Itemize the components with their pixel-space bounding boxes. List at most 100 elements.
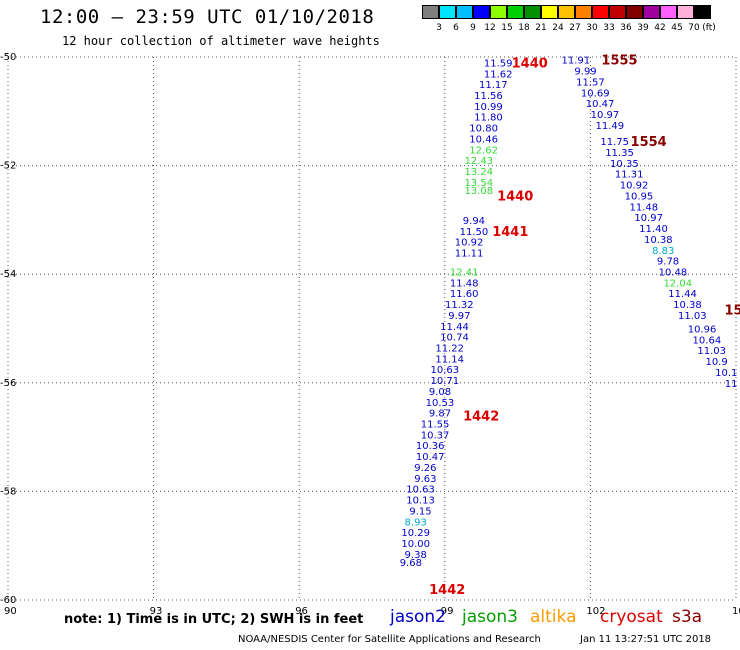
colorbar-cell bbox=[507, 5, 524, 19]
wave-height-label: 9.99 bbox=[574, 67, 596, 78]
wave-height-label: 11.03 bbox=[697, 346, 726, 357]
wave-height-label: 10.36 bbox=[416, 441, 445, 452]
wave-height-label: 10.38 bbox=[673, 300, 702, 311]
wave-height-label: 11.35 bbox=[605, 148, 634, 159]
colorbar-label: 27 bbox=[569, 23, 581, 33]
colorbar-cell bbox=[575, 5, 592, 19]
wave-height-label: 10.95 bbox=[625, 191, 654, 202]
colorbar-label: 9 bbox=[470, 23, 476, 33]
wave-height-label: 10.00 bbox=[401, 539, 430, 550]
page-subtitle: 12 hour collection of altimeter wave hei… bbox=[62, 34, 380, 48]
wave-height-label: 12.04 bbox=[663, 278, 692, 289]
wave-height-label: 9.15 bbox=[409, 506, 431, 517]
wave-height-label: 9.97 bbox=[448, 311, 470, 322]
wave-height-label: 12.62 bbox=[469, 145, 498, 156]
colorbar-cell bbox=[422, 5, 439, 19]
pass-time-label: 1440 bbox=[512, 56, 548, 71]
wave-height-label: 8.93 bbox=[405, 517, 427, 528]
legend-jason3: jason3 bbox=[462, 607, 518, 627]
colorbar-label: 42 bbox=[654, 23, 666, 33]
wave-height-label: 10.74 bbox=[440, 333, 469, 344]
wave-height-label: 13.24 bbox=[464, 167, 493, 178]
wave-height-label: 11.48 bbox=[450, 278, 479, 289]
colorbar-label: 30 bbox=[586, 23, 598, 33]
wave-height-label: 10.47 bbox=[586, 99, 615, 110]
wave-height-label: 10.1 bbox=[715, 368, 737, 379]
colorbar-cell bbox=[541, 5, 558, 19]
wave-height-label: 9.78 bbox=[657, 257, 679, 268]
colorbar-cell bbox=[626, 5, 643, 19]
colorbar-cell bbox=[643, 5, 660, 19]
wave-height-label: 9.08 bbox=[429, 387, 451, 398]
wave-height-label: 11.17 bbox=[479, 80, 508, 91]
wave-height-label: 10.53 bbox=[426, 398, 455, 409]
wave-height-label: 13.08 bbox=[464, 186, 493, 197]
wave-height-label: 10.99 bbox=[474, 102, 503, 113]
x-tick-label: 96 bbox=[295, 606, 308, 617]
wave-height-label: 11.60 bbox=[450, 289, 479, 300]
legend-altika: altika bbox=[530, 607, 577, 627]
pass-time-label: 1555 bbox=[601, 54, 637, 69]
wave-height-label: 11.40 bbox=[639, 224, 668, 235]
y-tick-label: -54 bbox=[0, 269, 16, 280]
pass-time-label: 1554 bbox=[631, 135, 667, 150]
wave-height-label: 10.64 bbox=[693, 335, 722, 346]
colorbar-unit: (ft) bbox=[702, 23, 716, 33]
x-tick-label: 105 bbox=[732, 606, 740, 617]
wave-height-label: 11.32 bbox=[445, 300, 474, 311]
wave-height-label: 9.63 bbox=[414, 474, 436, 485]
wave-height-label: 10.37 bbox=[421, 430, 450, 441]
pass-time-label: 1442 bbox=[429, 583, 465, 598]
wave-height-label: 10.9 bbox=[705, 357, 727, 368]
wave-height-label: 11.75 bbox=[600, 137, 629, 148]
wave-height-label: 10.63 bbox=[430, 365, 459, 376]
y-tick-label: -52 bbox=[0, 161, 16, 172]
colorbar-cell bbox=[694, 5, 711, 19]
wave-height-label: 10.97 bbox=[591, 110, 620, 121]
wave-height-label: 11.55 bbox=[421, 420, 450, 431]
wave-height-label: 11.44 bbox=[440, 322, 469, 333]
pass-time-label: 1442 bbox=[463, 409, 499, 424]
wave-height-label: 10.63 bbox=[406, 485, 435, 496]
colorbar-cell bbox=[490, 5, 507, 19]
colorbar-cell bbox=[439, 5, 456, 19]
wave-height-label: 11.03 bbox=[678, 311, 707, 322]
wave-height-label: 10.46 bbox=[469, 134, 498, 145]
wave-height-label: 9.87 bbox=[429, 409, 451, 420]
wave-height-label: 11.14 bbox=[435, 354, 464, 365]
x-tick-label: 99 bbox=[441, 606, 454, 617]
pass-time-label: 1440 bbox=[497, 189, 533, 204]
x-tick-label: 90 bbox=[4, 606, 17, 617]
wave-height-label: 11.48 bbox=[629, 202, 658, 213]
wave-height-label: 11.91 bbox=[562, 56, 591, 67]
wave-height-label: 10.92 bbox=[620, 181, 649, 192]
wave-height-label: 11.44 bbox=[668, 289, 697, 300]
wave-height-label: 12.41 bbox=[450, 267, 479, 278]
credit-text: NOAA/NESDIS Center for Satellite Applica… bbox=[238, 634, 541, 645]
wave-height-label: 10.29 bbox=[401, 528, 430, 539]
y-tick-label: -50 bbox=[0, 52, 16, 63]
colorbar-label: 36 bbox=[620, 23, 632, 33]
wave-height-label: 10.48 bbox=[659, 267, 688, 278]
footer-note: note: 1) Time is in UTC; 2) SWH is in fe… bbox=[64, 612, 364, 627]
wave-height-label: 11.56 bbox=[474, 91, 503, 102]
wave-height-label: 11 bbox=[725, 379, 738, 390]
colorbar-cell bbox=[609, 5, 626, 19]
colorbar-label: 24 bbox=[552, 23, 564, 33]
wave-height-label: 10.92 bbox=[455, 238, 484, 249]
colorbar-label: 18 bbox=[518, 23, 530, 33]
y-tick-label: -56 bbox=[0, 378, 16, 389]
colorbar-cell bbox=[524, 5, 541, 19]
colorbar-cell bbox=[456, 5, 473, 19]
pass-time-label: 1441 bbox=[492, 225, 528, 240]
colorbar-label: 6 bbox=[453, 23, 459, 33]
wave-height-label: 9.38 bbox=[405, 550, 427, 561]
colorbar-label: 15 bbox=[501, 23, 513, 33]
wave-height-label: 10.69 bbox=[581, 88, 610, 99]
wave-height-label: 10.47 bbox=[416, 452, 445, 463]
colorbar-label: 39 bbox=[637, 23, 649, 33]
wave-height-label: 10.96 bbox=[688, 325, 717, 336]
wave-height-label: 9.26 bbox=[414, 463, 436, 474]
wave-height-label: 11.50 bbox=[460, 227, 489, 238]
